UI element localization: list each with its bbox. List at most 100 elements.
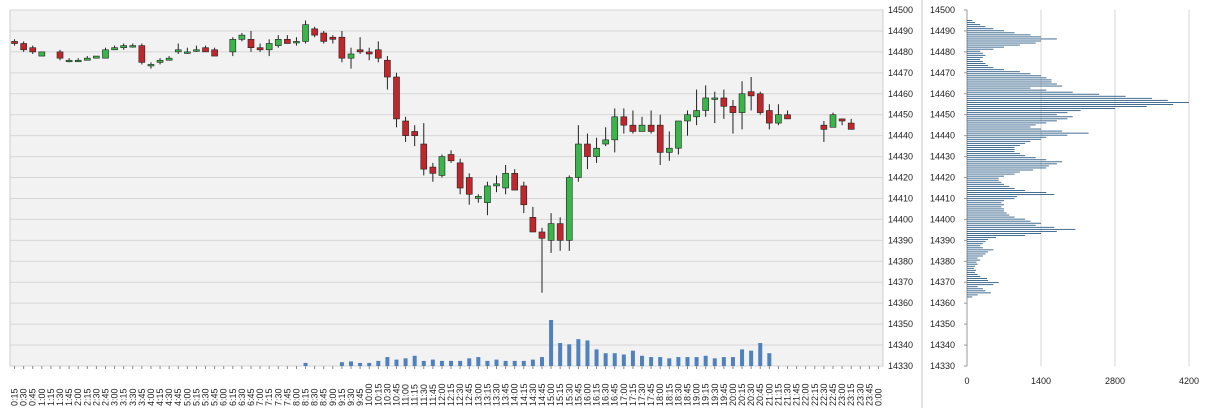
time-tick-label: 14:15 bbox=[519, 383, 529, 406]
profile-bar bbox=[967, 118, 1068, 120]
time-tick-label: 2:00 bbox=[73, 388, 83, 406]
time-tick-label: 7:00 bbox=[255, 388, 265, 406]
candle bbox=[820, 120, 828, 142]
profile-price-tick-label: 14450 bbox=[930, 110, 955, 120]
profile-price-tick-label: 14460 bbox=[930, 89, 955, 99]
profile-bar bbox=[967, 26, 986, 28]
profile-price-tick-label: 14420 bbox=[930, 173, 955, 183]
profile-bar bbox=[967, 218, 1026, 220]
volume-bar bbox=[594, 349, 599, 366]
candle bbox=[147, 62, 155, 69]
candle-body-down bbox=[747, 91, 755, 97]
profile-bar bbox=[967, 288, 983, 290]
candle-body-down bbox=[393, 76, 400, 120]
candle-body-up bbox=[638, 124, 646, 132]
candle-body-up bbox=[93, 55, 100, 59]
time-tick-label: 14:00 bbox=[510, 383, 520, 406]
candle-body-down bbox=[402, 120, 409, 136]
candle-body-down bbox=[838, 118, 846, 122]
candle bbox=[247, 30, 255, 52]
profile-bar bbox=[967, 198, 1015, 200]
volume-bar bbox=[303, 362, 308, 366]
profile-bar bbox=[967, 235, 1026, 236]
profile-bar bbox=[967, 108, 1115, 110]
profile-bar bbox=[967, 122, 1047, 124]
volume-bar bbox=[558, 343, 563, 366]
volume-bar bbox=[449, 360, 454, 366]
volume-bar bbox=[467, 358, 472, 366]
volume-bar bbox=[694, 357, 699, 366]
volume-bar bbox=[339, 362, 344, 366]
time-tick-label: 14:30 bbox=[528, 383, 538, 406]
candle-body-up bbox=[265, 43, 273, 51]
candle-body-up bbox=[611, 116, 619, 141]
time-tick-label: 12:30 bbox=[455, 383, 465, 406]
volume-bar bbox=[740, 349, 745, 366]
candle-body-down bbox=[647, 124, 655, 132]
candles bbox=[11, 20, 855, 293]
candle bbox=[302, 20, 309, 44]
profile-bar bbox=[967, 136, 1047, 138]
candle bbox=[729, 100, 737, 134]
time-tick-label: 15:15 bbox=[555, 383, 565, 406]
candle bbox=[320, 30, 328, 44]
volume-bar bbox=[521, 360, 526, 366]
profile-bar bbox=[967, 83, 1057, 85]
time-tick-label: 22:15 bbox=[810, 383, 820, 406]
candle bbox=[374, 41, 382, 63]
profile-bar bbox=[967, 247, 983, 249]
time-tick-label: 16:15 bbox=[592, 383, 602, 406]
profile-bar bbox=[967, 280, 989, 282]
price-tick-label: 14340 bbox=[888, 340, 913, 350]
profile-price-axis: 14330 14340 14350 14360 14370 14380 14390 14400… bbox=[930, 5, 967, 371]
candle bbox=[702, 85, 709, 117]
profile-volume-tick-label: 0 bbox=[964, 376, 969, 386]
time-tick-label: 13:00 bbox=[473, 383, 483, 406]
profile-bar bbox=[967, 155, 1026, 157]
price-tick-label: 14460 bbox=[888, 89, 913, 99]
profile-bar bbox=[967, 132, 1089, 134]
candle-body-down bbox=[411, 131, 418, 136]
profile-price-tick-label: 14350 bbox=[930, 319, 955, 329]
time-tick-label: 22:30 bbox=[819, 383, 829, 406]
volume-bar bbox=[530, 359, 535, 366]
candle-body-up bbox=[111, 47, 118, 51]
candle-body-up bbox=[565, 177, 573, 241]
volume-bar bbox=[458, 360, 463, 366]
profile-bar bbox=[967, 32, 1015, 34]
time-tick-label: 13:30 bbox=[492, 383, 502, 406]
candle-body-up bbox=[74, 59, 82, 63]
time-tick-label: 18:15 bbox=[664, 383, 674, 406]
time-tick-label: 7:15 bbox=[264, 388, 274, 406]
volume-bar bbox=[439, 360, 444, 366]
candle bbox=[238, 33, 246, 42]
time-tick-label: 6:00 bbox=[219, 388, 229, 406]
profile-bar bbox=[967, 67, 994, 69]
candle-body-down bbox=[584, 143, 591, 157]
profile-bar bbox=[967, 216, 1015, 218]
candle bbox=[165, 56, 173, 61]
candle-body-up bbox=[775, 114, 782, 124]
profile-price-tick-label: 14340 bbox=[930, 340, 955, 350]
volume-bar bbox=[403, 358, 408, 366]
profile-bar bbox=[967, 101, 1189, 103]
time-tick-label: 1:30 bbox=[55, 388, 65, 406]
candle-body-up bbox=[711, 97, 719, 100]
candle-body-up bbox=[229, 39, 237, 53]
candle-body-down bbox=[656, 124, 664, 153]
time-tick-label: 12:15 bbox=[446, 383, 456, 406]
profile-bar bbox=[967, 95, 1126, 97]
candle bbox=[747, 77, 755, 111]
profile-bar bbox=[967, 206, 1002, 208]
candle-body-up bbox=[738, 93, 746, 113]
volume-bar bbox=[685, 357, 690, 366]
time-tick-label: 5:30 bbox=[201, 388, 211, 406]
profile-bar bbox=[967, 104, 1174, 105]
profile-bar bbox=[967, 179, 999, 181]
time-tick-label: 1:15 bbox=[46, 388, 56, 406]
volume-bar bbox=[649, 357, 654, 366]
profile-bar bbox=[967, 169, 1034, 171]
time-tick-label: 2:45 bbox=[100, 388, 110, 406]
candle-body-down bbox=[247, 39, 255, 48]
